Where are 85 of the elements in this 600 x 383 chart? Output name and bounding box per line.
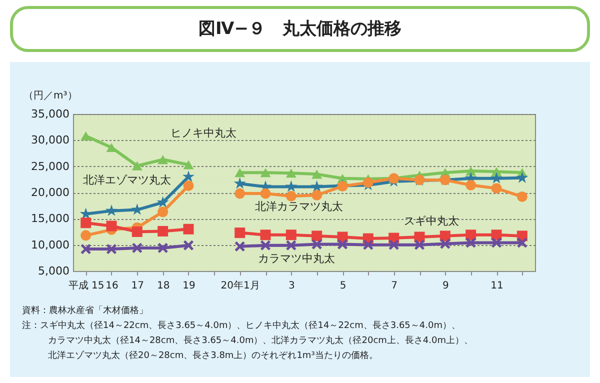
series-label: 北洋カラマツ丸太 — [254, 200, 343, 214]
point — [158, 206, 168, 218]
point — [491, 237, 502, 248]
x-tick-label: 16 — [106, 280, 118, 292]
point — [183, 224, 194, 234]
point — [157, 242, 168, 254]
point — [337, 238, 348, 250]
point — [132, 242, 143, 254]
point — [105, 204, 118, 216]
x-tick-label: 19 — [182, 280, 196, 292]
point — [362, 177, 374, 188]
x-tick-label: 5 — [340, 280, 346, 292]
x-tick-label: 7 — [391, 280, 398, 292]
point — [183, 240, 194, 251]
series-label: カラマツ中丸太 — [258, 252, 335, 265]
point — [234, 177, 246, 189]
point — [80, 230, 92, 241]
point — [285, 180, 298, 192]
point — [286, 230, 296, 240]
x-tick-label: 平成 15 — [68, 280, 104, 292]
x-tick-label: 11 — [490, 280, 504, 292]
point — [156, 196, 169, 208]
point — [80, 131, 92, 141]
point — [80, 244, 92, 254]
point — [414, 239, 425, 250]
y-tick-label: 35,000 — [31, 108, 70, 120]
point — [183, 180, 194, 191]
y-tick-label: 15,000 — [31, 212, 70, 226]
point — [234, 240, 246, 252]
y-tick-label: 25,000 — [31, 160, 70, 173]
point — [312, 170, 322, 179]
point — [260, 168, 271, 178]
point — [440, 230, 450, 242]
text: カラマツ中丸太（径14～28cm、長さ3.65～4.0m）、北洋カラマツ丸太（径20cm上、長さ4.0m上）、 — [47, 334, 473, 348]
point — [440, 238, 451, 250]
point — [311, 238, 322, 250]
x-tick-label: 17 — [131, 280, 144, 292]
point — [106, 244, 117, 254]
point — [234, 188, 246, 199]
x-tick-label: 18 — [156, 280, 170, 292]
point — [286, 168, 296, 178]
point — [260, 240, 271, 251]
point — [260, 230, 271, 240]
point — [516, 237, 528, 248]
point — [234, 168, 246, 178]
point — [132, 161, 142, 170]
point — [466, 166, 476, 176]
point — [80, 218, 92, 228]
series-label: スギ中丸太 — [404, 214, 460, 228]
point — [490, 172, 503, 184]
point — [466, 230, 476, 240]
point — [465, 237, 476, 248]
point — [260, 188, 271, 199]
point — [234, 228, 246, 238]
point — [516, 191, 528, 202]
series-label: ヒノキ中丸太 — [170, 126, 237, 140]
point — [491, 183, 502, 194]
point — [466, 180, 476, 190]
point — [310, 180, 323, 192]
point — [286, 190, 296, 202]
point — [312, 190, 322, 200]
point — [158, 226, 168, 236]
point — [388, 239, 400, 250]
point — [286, 240, 297, 251]
point — [182, 170, 195, 182]
x-tick-label: 9 — [442, 280, 449, 292]
text: 注：スギ中丸太（径14～22cm、長さ3.65～4.0m）、ヒノキ中丸太（径14～22cm、長さ3.65～4.0m）、 — [22, 320, 462, 333]
text: 資料：農林水産省「木材価格」 — [22, 304, 149, 318]
y-tick-label: 10,000 — [31, 238, 70, 252]
y-tick-label: 5,000 — [38, 264, 70, 278]
point — [132, 226, 142, 237]
x-tick-label: 20年1月 — [220, 280, 260, 292]
x-tick-label: 3 — [288, 280, 295, 292]
text: 北洋エゾマツ丸太（径20～28cm、長さ3.8m上）のそれぞれ1m³当たりの価格。 — [47, 350, 379, 363]
point — [362, 239, 374, 250]
y-axis-title: （円／m³） — [24, 90, 78, 102]
chart-title: 図Ⅳ−９ 丸太価格の推移 — [10, 6, 590, 52]
series-label: 北洋エゾマツ丸太 — [82, 173, 171, 186]
y-tick-label: 20,000 — [31, 186, 70, 199]
point — [183, 160, 194, 170]
point — [158, 154, 168, 164]
point — [516, 172, 528, 183]
point — [312, 230, 322, 242]
point — [106, 220, 117, 232]
y-tick-label: 30,000 — [31, 134, 70, 147]
